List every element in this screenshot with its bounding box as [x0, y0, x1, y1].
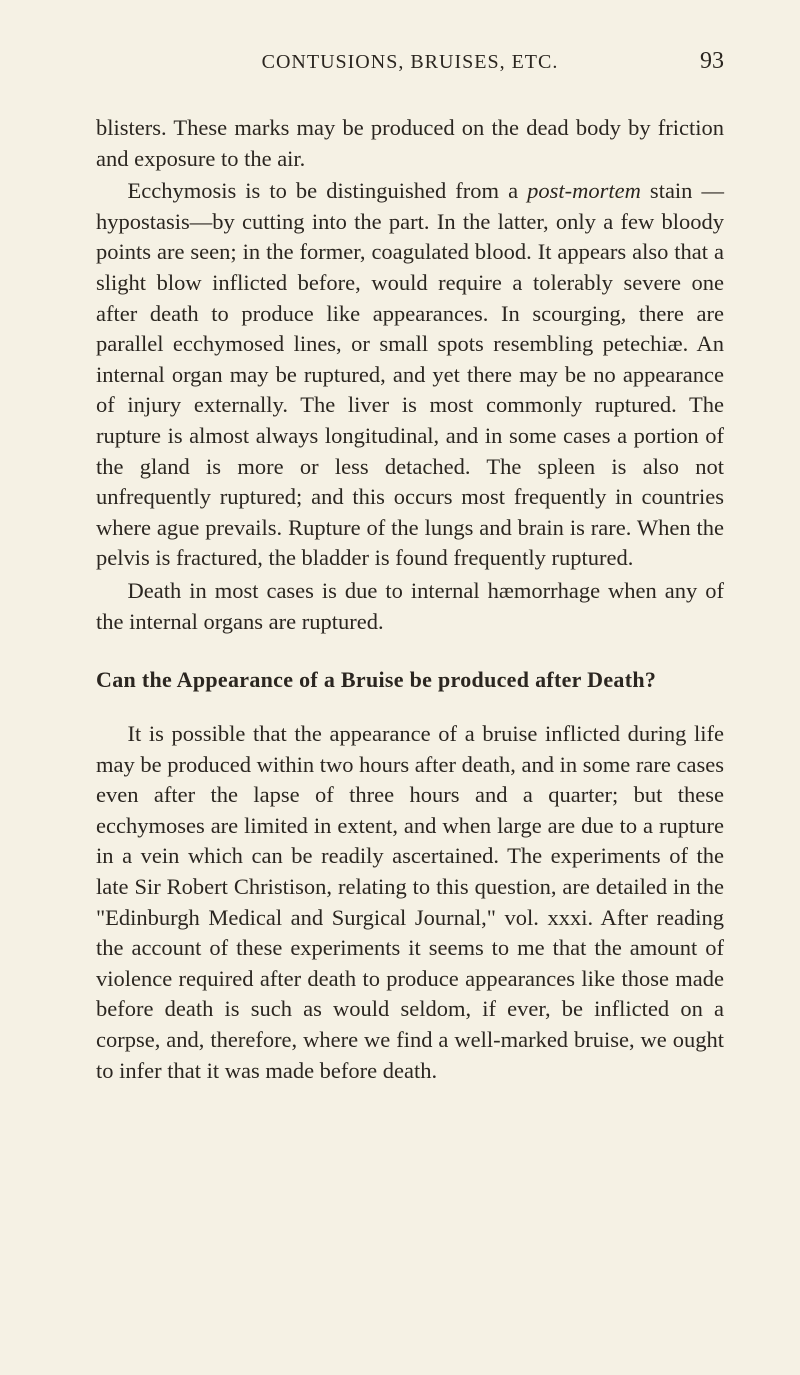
running-header: CONTUSIONS, BRUISES, ETC. 93 — [96, 48, 724, 75]
page-number: 93 — [684, 48, 724, 75]
running-title: CONTUSIONS, BRUISES, ETC. — [136, 51, 684, 74]
paragraph-2: Ecchymosis is to be distinguished from a… — [96, 176, 724, 574]
body-text: blisters. These marks may be produced on… — [96, 113, 724, 1086]
p2-italic: post-mortem — [527, 178, 641, 203]
paragraph-4: It is possible that the appearance of a … — [96, 719, 724, 1086]
p2-post: stain —hypostasis—by cutting into the pa… — [96, 178, 724, 570]
section-heading: Can the Appearance of a Bruise be produc… — [96, 667, 724, 693]
p2-pre: Ecchymosis is to be distinguished from a — [128, 178, 528, 203]
paragraph-3: Death in most cases is due to internal h… — [96, 576, 724, 637]
paragraph-1: blisters. These marks may be produced on… — [96, 113, 724, 174]
page-container: CONTUSIONS, BRUISES, ETC. 93 blisters. T… — [0, 0, 800, 1136]
